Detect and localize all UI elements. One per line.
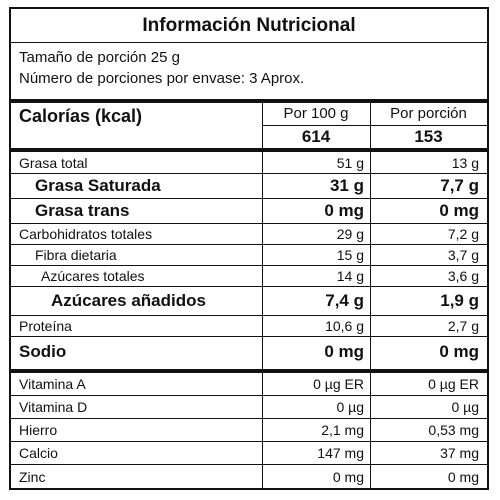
nutrient-perserving: 3,6 g — [447, 268, 479, 284]
nutrient-per100: 14 g — [336, 268, 364, 284]
nutrient-row: Azúcares totales 14 g 3,6 g — [11, 266, 487, 286]
nutrient-perserving: 0 mg — [439, 342, 479, 361]
micronutrient-perserving: 0 µg ER — [428, 376, 479, 392]
nutrient-perserving: 3,7 g — [447, 247, 479, 263]
row-divider — [11, 223, 487, 224]
nutrient-per100: 51 g — [336, 155, 364, 171]
header-divider — [262, 125, 487, 126]
nutrient-label: Proteína — [19, 318, 72, 334]
nutrient-label: Grasa total — [19, 155, 88, 171]
nutrient-label: Sodio — [19, 342, 67, 361]
micronutrient-per100: 2,1 mg — [321, 422, 364, 438]
row-divider — [11, 315, 487, 316]
nutrition-facts-panel: Información Nutricional Tamaño de porció… — [9, 7, 489, 490]
thick-divider — [11, 99, 487, 103]
calories-values: 614 153 — [11, 126, 487, 148]
row-divider — [11, 265, 487, 266]
micronutrient-label: Vitamina A — [19, 376, 86, 392]
micronutrient-row: Zinc 0 mg 0 mg — [11, 465, 487, 488]
nutrient-label: Grasa trans — [35, 201, 130, 220]
panel-title: Información Nutricional — [11, 9, 487, 43]
row-divider — [11, 464, 487, 465]
micronutrient-row: Hierro 2,1 mg 0,53 mg — [11, 419, 487, 441]
thick-divider — [11, 148, 487, 152]
nutrient-perserving: 1,9 g — [440, 291, 479, 310]
column-divider — [370, 103, 371, 488]
micronutrient-row: Vitamina A 0 µg ER 0 µg ER — [11, 373, 487, 395]
micronutrient-perserving: 0 mg — [447, 468, 479, 485]
micronutrient-label: Vitamina D — [19, 399, 88, 415]
column-headers: Por 100 g Por porción — [11, 103, 487, 124]
micronutrient-per100: 0 µg ER — [313, 376, 364, 392]
nutrient-perserving: 7,2 g — [447, 226, 479, 242]
micronutrient-row: Vitamina D 0 µg 0 µg — [11, 396, 487, 418]
calories-row: Calorías (kcal) — [11, 103, 487, 148]
nutrient-perserving: 2,7 g — [447, 318, 479, 334]
row-divider — [11, 198, 487, 199]
calories-perserving: 153 — [414, 127, 443, 146]
nutrient-label: Carbohidratos totales — [19, 226, 153, 242]
micronutrient-per100: 147 mg — [317, 445, 364, 461]
nutrient-per100: 15 g — [336, 247, 364, 263]
nutrient-row: Azúcares añadidos 7,4 g 1,9 g — [11, 287, 487, 315]
column-divider — [262, 103, 263, 488]
serving-size: Tamaño de porción 25 g — [19, 49, 180, 66]
micronutrient-label: Zinc — [19, 468, 46, 485]
thick-divider — [11, 369, 487, 373]
nutrient-label: Azúcares totales — [41, 268, 145, 284]
row-divider — [11, 418, 487, 419]
servings-per-container: Número de porciones por envase: 3 Aprox. — [19, 70, 305, 87]
nutrient-per100: 31 g — [329, 176, 364, 195]
row-divider — [11, 173, 487, 174]
col-per100-header: Por 100 g — [283, 105, 349, 122]
calories-per100: 614 — [301, 127, 331, 146]
nutrient-row: Carbohidratos totales 29 g 7,2 g — [11, 224, 487, 244]
nutrient-perserving: 7,7 g — [440, 176, 479, 195]
row-divider — [11, 336, 487, 337]
nutrient-row: Fibra dietaria 15 g 3,7 g — [11, 245, 487, 265]
row-divider — [11, 441, 487, 442]
col-perserving-header: Por porción — [390, 105, 467, 122]
nutrient-row: Grasa Saturada 31 g 7,7 g — [11, 174, 487, 198]
row-divider — [11, 286, 487, 287]
micronutrient-label: Calcio — [19, 445, 58, 461]
nutrient-per100: 0 mg — [324, 201, 364, 220]
nutrient-label: Azúcares añadidos — [51, 291, 206, 310]
nutrient-row: Grasa total 51 g 13 g — [11, 153, 487, 173]
nutrient-perserving: 0 mg — [439, 201, 479, 220]
nutrient-per100: 29 g — [336, 226, 364, 242]
nutrient-row: Sodio 0 mg 0 mg — [11, 337, 487, 367]
micronutrient-label: Hierro — [19, 422, 58, 438]
nutrient-row: Proteína 10,6 g 2,7 g — [11, 316, 487, 336]
micronutrient-perserving: 0,53 mg — [428, 422, 479, 438]
nutrient-per100: 10,6 g — [325, 318, 364, 334]
calories-label: Calorías (kcal) — [19, 106, 143, 126]
nutrient-perserving: 13 g — [451, 155, 479, 171]
row-divider — [11, 244, 487, 245]
nutrient-label: Grasa Saturada — [35, 176, 161, 195]
micronutrient-perserving: 37 mg — [440, 445, 479, 461]
row-divider — [11, 395, 487, 396]
micronutrient-per100: 0 mg — [332, 468, 364, 485]
nutrient-label: Fibra dietaria — [35, 247, 117, 263]
serving-info: Tamaño de porción 25 g Número de porcion… — [11, 43, 487, 100]
nutrient-row: Grasa trans 0 mg 0 mg — [11, 199, 487, 223]
nutrient-per100: 0 mg — [324, 342, 364, 361]
micronutrient-row: Calcio 147 mg 37 mg — [11, 442, 487, 464]
micronutrient-perserving: 0 µg — [451, 399, 479, 415]
micronutrient-per100: 0 µg — [336, 399, 364, 415]
nutrient-per100: 7,4 g — [325, 291, 364, 310]
